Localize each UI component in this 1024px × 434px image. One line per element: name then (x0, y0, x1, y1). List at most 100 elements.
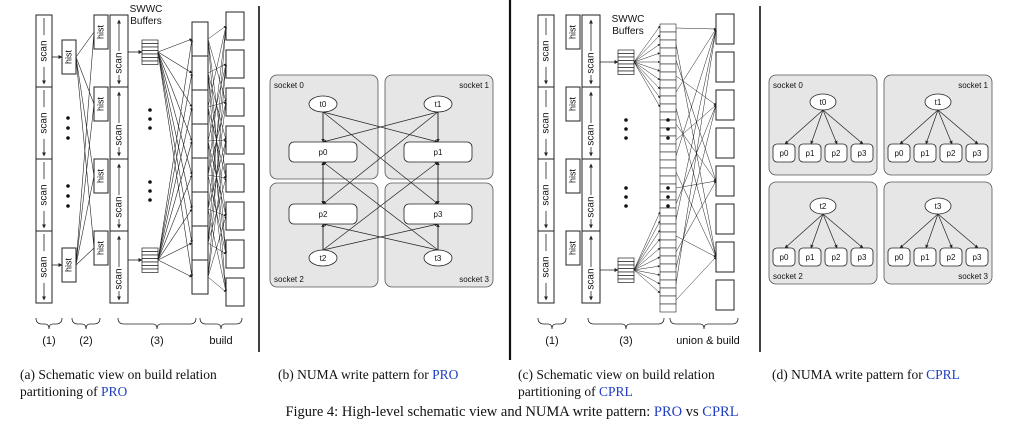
d-partition-node (850, 143, 874, 163)
a-scan-label: scan (114, 124, 125, 145)
a-partition-to-build (207, 38, 227, 103)
a-brace (71, 317, 101, 330)
c-swwc-buffer (617, 278, 635, 283)
caption-b-link[interactable]: PRO (432, 367, 459, 382)
a-buffer-to-partition (157, 242, 193, 261)
c-dots (666, 204, 670, 208)
caption-d-text: (d) NUMA write pattern for (772, 367, 927, 382)
caption-a-link[interactable]: PRO (101, 384, 128, 399)
b-partition-label: p3 (434, 210, 443, 219)
panel-d-numa-cprl: socket 0 p0 p1 p2 p3 t0 socket 1 p0 p1 p2 p3 t1 sock… (768, 74, 993, 285)
d-thread-to-partition (822, 213, 864, 249)
d-partition-node (939, 143, 963, 163)
d-partition-label: p3 (973, 253, 982, 262)
d-partition-node (913, 247, 937, 267)
c-buffer-to-union (633, 269, 661, 285)
caption-c-line1: (c) Schematic view on build relation (518, 367, 715, 382)
a-hist-cross (75, 56, 95, 177)
a-swwc-buffer (141, 50, 159, 55)
a-dots (66, 116, 70, 120)
c-buffer-to-union (633, 25, 661, 63)
a-dots (66, 204, 70, 208)
a-partition-to-build (207, 276, 227, 293)
a-hist-label: hist (95, 25, 105, 40)
a-buffer-to-partition (157, 51, 193, 176)
a-bracket-label: (1) (42, 335, 55, 347)
c-hist-box (565, 230, 581, 266)
d-partition-node (798, 143, 822, 163)
c-dots (624, 186, 628, 190)
c-swwc-buffer (617, 275, 635, 280)
a-build-box (225, 163, 245, 193)
c-buffer-to-union (633, 269, 661, 294)
figure-caption-cprl-link[interactable]: CPRL (702, 404, 739, 420)
c-dots (624, 195, 628, 199)
a-brace (199, 317, 243, 330)
c-brace (537, 317, 567, 330)
c-union-cell (659, 71, 677, 81)
d-partition-label: p0 (895, 253, 904, 262)
b-thread-label: t0 (320, 100, 327, 109)
c-swwc-buffer (617, 271, 635, 276)
c-buffer-to-union (633, 220, 661, 271)
d-thread-label: t1 (935, 98, 942, 107)
d-socket-label: socket 3 (958, 272, 988, 281)
c-union-cell (659, 239, 677, 249)
c-bracket-label: (1) (545, 335, 558, 347)
a-buffer-to-partition (157, 51, 193, 108)
d-socket-box (768, 181, 878, 285)
c-union-cell (659, 47, 677, 57)
d-thread-to-partition (937, 213, 979, 249)
a-partition-box (191, 21, 209, 57)
caption-c-link[interactable]: CPRL (599, 384, 633, 399)
c-union-cell (659, 279, 677, 289)
c-buffer-to-union (633, 247, 661, 271)
c-union-cell (659, 215, 677, 225)
d-socket-box (883, 181, 993, 285)
d-thread-to-partition (810, 109, 824, 145)
a-buffer-to-partition (157, 106, 193, 261)
a-dots (66, 194, 70, 198)
caption-c: (c) Schematic view on build relation par… (518, 366, 758, 400)
c-union-to-build (675, 28, 717, 285)
a-partition-to-build (207, 242, 227, 255)
caption-d-link[interactable]: CPRL (926, 367, 960, 382)
b-thread-label: t3 (435, 254, 442, 263)
d-thread-to-partition (784, 109, 824, 145)
c-union-cell (659, 271, 677, 281)
panel-c-schematic: scan scan scan scan hist scan hist scan hist scan… (537, 13, 740, 347)
a-partition-to-build (207, 25, 228, 244)
c-swwc-label: Buffers (612, 26, 644, 37)
a-partition-to-build (207, 140, 227, 293)
figure-caption-pro-link[interactable]: PRO (653, 404, 683, 420)
c-hist-label: hist (567, 97, 577, 112)
a-build-box (225, 87, 245, 117)
c-union-to-build (675, 256, 717, 301)
c-union-to-build (675, 27, 717, 31)
c-union-to-build (675, 75, 717, 106)
b-socket-box (269, 182, 379, 288)
c-scan-label: scan (541, 40, 552, 61)
b-partition-node (403, 203, 473, 225)
b-partition-label: p2 (319, 210, 328, 219)
a-swwc-buffer (141, 265, 159, 270)
a-hist-label: hist (95, 97, 105, 112)
d-partition-label: p2 (832, 253, 841, 262)
c-scan-label: scan (586, 52, 597, 73)
d-partition-label: p1 (921, 149, 930, 158)
c-build-box (715, 165, 735, 197)
b-socket-box (384, 182, 494, 288)
c-buffer-to-union (633, 61, 661, 99)
b-thread-label: t1 (435, 100, 442, 109)
c-build-box (715, 203, 735, 235)
a-scan-label: scan (114, 52, 125, 73)
d-thread-node (809, 197, 837, 215)
a-swwc-buffer (141, 258, 159, 263)
d-thread-to-partition (925, 109, 939, 145)
c-dots (666, 186, 670, 190)
b-thread-label: t2 (320, 254, 327, 263)
panel-a-schematic: scan scan scan scan hist hist hist scan hist scan… (35, 4, 245, 347)
c-build-box (715, 51, 735, 83)
a-scan-label: scan (39, 256, 50, 277)
c-union-cell (659, 255, 677, 265)
